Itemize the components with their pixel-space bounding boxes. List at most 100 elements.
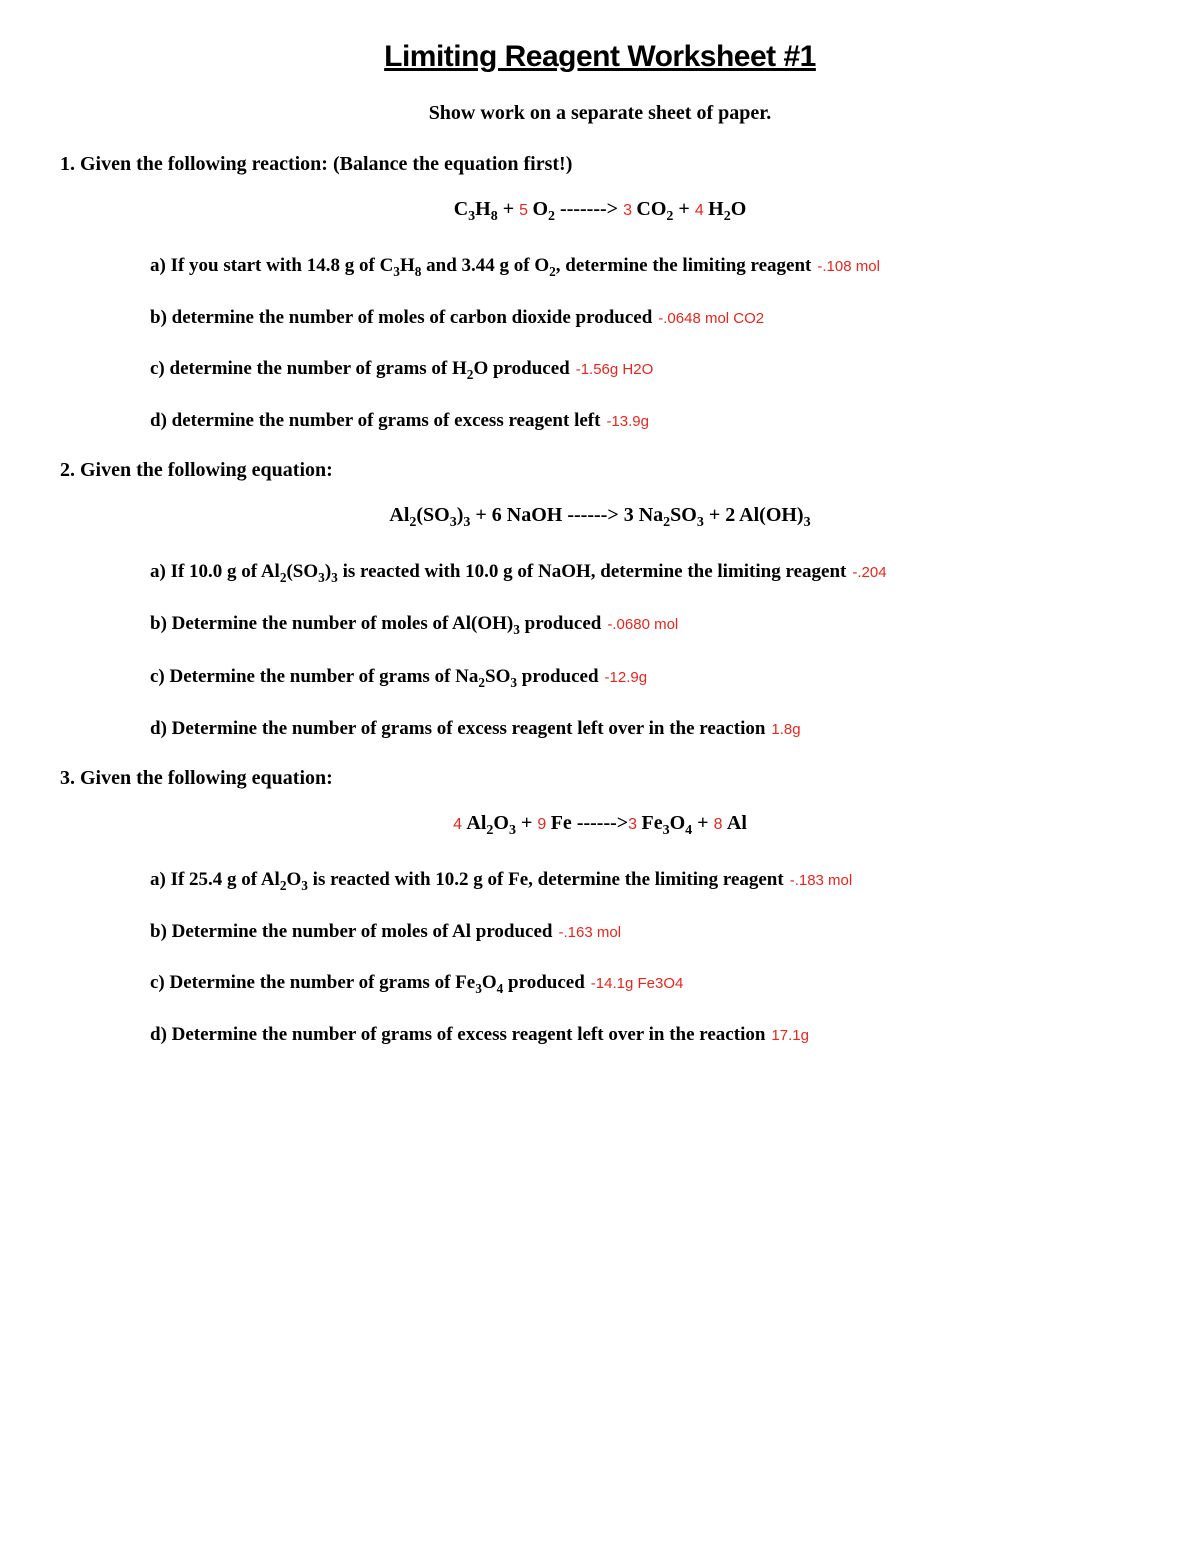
q2b: b) Determine the number of moles of Al(O… xyxy=(150,611,1140,639)
q-text: produced xyxy=(503,972,584,993)
q3c: c) Determine the number of grams of Fe3O… xyxy=(150,970,1140,998)
q3d: d) Determine the number of grams of exce… xyxy=(150,1022,1140,1049)
q-text: d) Determine the number of grams of exce… xyxy=(150,1024,765,1045)
q-text: O xyxy=(286,869,301,890)
eq-coef: 8 xyxy=(714,816,727,833)
eq-text: Fe ------> xyxy=(551,812,628,834)
q-text: b) Determine the number of moles of Al(O… xyxy=(150,613,513,634)
worksheet-title: Limiting Reagent Worksheet #1 xyxy=(60,40,1140,74)
q-text: O produced xyxy=(473,358,569,379)
q-text: is reacted with 10.0 g of NaOH, determin… xyxy=(338,561,847,582)
worksheet-subtitle: Show work on a separate sheet of paper. xyxy=(60,102,1140,125)
answer: -.0680 mol xyxy=(607,616,678,633)
eq-coef: 5 xyxy=(519,202,532,219)
q-text: (SO xyxy=(286,561,318,582)
q-text: H xyxy=(400,255,415,276)
answer: -.204 xyxy=(852,564,886,581)
q-sub: 3 xyxy=(513,622,520,637)
eq-arrow: -------> xyxy=(555,198,623,220)
q1b: b) determine the number of moles of carb… xyxy=(150,305,1140,332)
eq-coef: 4 xyxy=(695,202,708,219)
q-text: c) Determine the number of grams of Na xyxy=(150,666,478,687)
eq-text: + xyxy=(498,198,519,220)
q1d: d) determine the number of grams of exce… xyxy=(150,408,1140,435)
eq-text: H xyxy=(475,198,491,220)
q3a: a) If 25.4 g of Al2O3 is reacted with 10… xyxy=(150,867,1140,895)
q-sub: 3 xyxy=(318,570,325,585)
q2c: c) Determine the number of grams of Na2S… xyxy=(150,664,1140,692)
eq-text: O xyxy=(532,198,548,220)
eq-sub: 8 xyxy=(491,209,498,224)
eq-sub: 2 xyxy=(724,209,731,224)
q1a: a) If you start with 14.8 g of C3H8 and … xyxy=(150,253,1140,281)
eq-text: + 6 NaOH ------> 3 Na xyxy=(470,504,663,526)
answer: 1.8g xyxy=(771,721,800,738)
q-sub: 3 xyxy=(393,264,400,279)
eq-text: O xyxy=(493,812,509,834)
answer: -13.9g xyxy=(606,413,649,430)
q-sub: 3 xyxy=(331,570,338,585)
answer: -14.1g Fe3O4 xyxy=(591,975,684,992)
q1-equation: C3H8 + 5 O2 -------> 3 CO2 + 4 H2O xyxy=(60,198,1140,225)
answer: 17.1g xyxy=(771,1027,809,1044)
q3-header: 3. Given the following equation: xyxy=(60,767,1140,790)
q-text: produced xyxy=(517,666,598,687)
eq-text: CO xyxy=(636,198,666,220)
eq-text: O xyxy=(670,812,686,834)
q1-header: 1. Given the following reaction: (Balanc… xyxy=(60,153,1140,176)
eq-sub: 2 xyxy=(548,209,555,224)
q2-equation: Al2(SO3)3 + 6 NaOH ------> 3 Na2SO3 + 2 … xyxy=(60,504,1140,531)
answer: -.163 mol xyxy=(559,924,622,941)
q1c: c) determine the number of grams of H2O … xyxy=(150,356,1140,384)
answer: -.183 mol xyxy=(790,872,853,889)
q3-equation: 4 Al2O3 + 9 Fe ------>3 Fe3O4 + 8 Al xyxy=(60,812,1140,839)
q2-header: 2. Given the following equation: xyxy=(60,459,1140,482)
q-text: and 3.44 g of O xyxy=(421,255,549,276)
q-text: produced xyxy=(520,613,601,634)
q-text: a) If 25.4 g of Al xyxy=(150,869,280,890)
eq-text: H xyxy=(708,198,724,220)
eq-text: + xyxy=(673,198,694,220)
eq-text: Al xyxy=(466,812,486,834)
q2d: d) Determine the number of grams of exce… xyxy=(150,716,1140,743)
eq-text: + 2 Al(OH) xyxy=(704,504,804,526)
eq-coef: 4 xyxy=(453,816,466,833)
q-text: , determine the limiting reagent xyxy=(556,255,812,276)
eq-text: (SO xyxy=(416,504,449,526)
eq-sub: 3 xyxy=(509,823,516,838)
q-text: SO xyxy=(485,666,510,687)
eq-text: C xyxy=(454,198,468,220)
q-text: c) determine the number of grams of H xyxy=(150,358,467,379)
eq-text: SO xyxy=(670,504,697,526)
q2a: a) If 10.0 g of Al2(SO3)3 is reacted wit… xyxy=(150,559,1140,587)
answer: -12.9g xyxy=(605,669,648,686)
q-text: a) If you start with 14.8 g of C xyxy=(150,255,393,276)
eq-sub: 3 xyxy=(663,823,670,838)
eq-text: O xyxy=(731,198,747,220)
eq-sub: 3 xyxy=(450,515,457,530)
answer: -1.56g H2O xyxy=(576,361,654,378)
q-text: c) Determine the number of grams of Fe xyxy=(150,972,475,993)
eq-coef: 3 xyxy=(628,816,641,833)
q-text: b) Determine the number of moles of Al p… xyxy=(150,921,553,942)
q-sub: 2 xyxy=(549,264,556,279)
eq-text: Al xyxy=(727,812,747,834)
q-text: a) If 10.0 g of Al xyxy=(150,561,280,582)
q-text: d) determine the number of grams of exce… xyxy=(150,410,600,431)
q3b: b) Determine the number of moles of Al p… xyxy=(150,919,1140,946)
eq-coef: 3 xyxy=(623,202,636,219)
eq-text: + xyxy=(692,812,713,834)
eq-text: + xyxy=(516,812,537,834)
q-sub: 3 xyxy=(475,981,482,996)
eq-text: Fe xyxy=(642,812,663,834)
q-text: d) Determine the number of grams of exce… xyxy=(150,718,765,739)
q-sub: 3 xyxy=(301,878,308,893)
eq-sub: 3 xyxy=(804,515,811,530)
q-text: O xyxy=(482,972,497,993)
answer: -.108 mol xyxy=(817,258,880,275)
eq-coef: 9 xyxy=(537,816,550,833)
q-text: b) determine the number of moles of carb… xyxy=(150,307,652,328)
eq-text: Al xyxy=(389,504,409,526)
answer: -.0648 mol CO2 xyxy=(658,310,764,327)
eq-sub: 3 xyxy=(697,515,704,530)
